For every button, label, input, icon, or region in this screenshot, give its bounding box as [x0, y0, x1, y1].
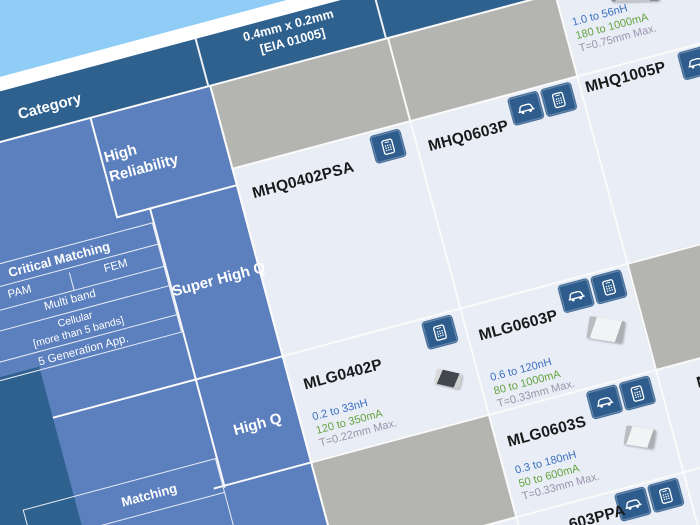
mobile-icon	[590, 269, 627, 304]
application-icons	[507, 82, 577, 126]
product-name[interactable]: MLG0603P	[477, 306, 560, 345]
application-icons	[558, 269, 627, 313]
product-cell-partial-bottom[interactable]: 603PPA	[515, 472, 700, 525]
product-name[interactable]: MHQ0402PSA	[250, 158, 356, 203]
application-icons	[614, 478, 684, 521]
product-cell-mlg0402p[interactable]: MLG0402P 0.2 to 33nH 120 to 350mA T=0.22…	[282, 308, 488, 462]
category-header-label: Category	[16, 89, 84, 124]
mobile-icon	[647, 478, 684, 513]
chip-photo	[586, 315, 626, 344]
product-cell-mlg0603s[interactable]: MLG0603S 0.3 to 180nH 50 to 600mA T=0.33…	[488, 369, 683, 516]
product-cell-mhq0402psa[interactable]: MHQ0402PSA	[231, 120, 459, 355]
application-icons	[370, 129, 406, 164]
chip-photo	[433, 368, 463, 389]
product-name[interactable]: M	[694, 371, 700, 392]
mobile-icon	[421, 315, 458, 350]
product-name[interactable]: 603PPA	[567, 502, 628, 525]
mobile-icon	[540, 82, 577, 117]
product-specs: 0.3 to 180nH 50 to 600mA T=0.33mm Max.	[514, 444, 602, 504]
mobile-icon	[370, 129, 406, 164]
automotive-icon	[677, 45, 700, 80]
automotive-icon	[558, 278, 595, 313]
chip-photo	[623, 425, 657, 449]
application-icons	[586, 376, 656, 419]
application-icons	[421, 315, 458, 350]
automotive-icon	[614, 487, 651, 521]
product-cell-mhq0603p[interactable]: MHQ0603P	[409, 76, 626, 308]
product-specs: 1.0 to 56nH 180 to 1000mA T=0.75mm Max.	[571, 0, 659, 56]
automotive-icon	[507, 91, 544, 126]
product-name[interactable]: MLG0603S	[505, 413, 589, 451]
product-cell-mlg0603p[interactable]: MLG0603P 0.6 to 120nH 80 to 1000mA T=0.3…	[459, 263, 655, 414]
mobile-icon	[619, 376, 656, 411]
product-name[interactable]: MHQ0603P	[426, 117, 511, 156]
automotive-icon	[586, 385, 623, 419]
product-name[interactable]: MLG0402P	[301, 356, 385, 394]
